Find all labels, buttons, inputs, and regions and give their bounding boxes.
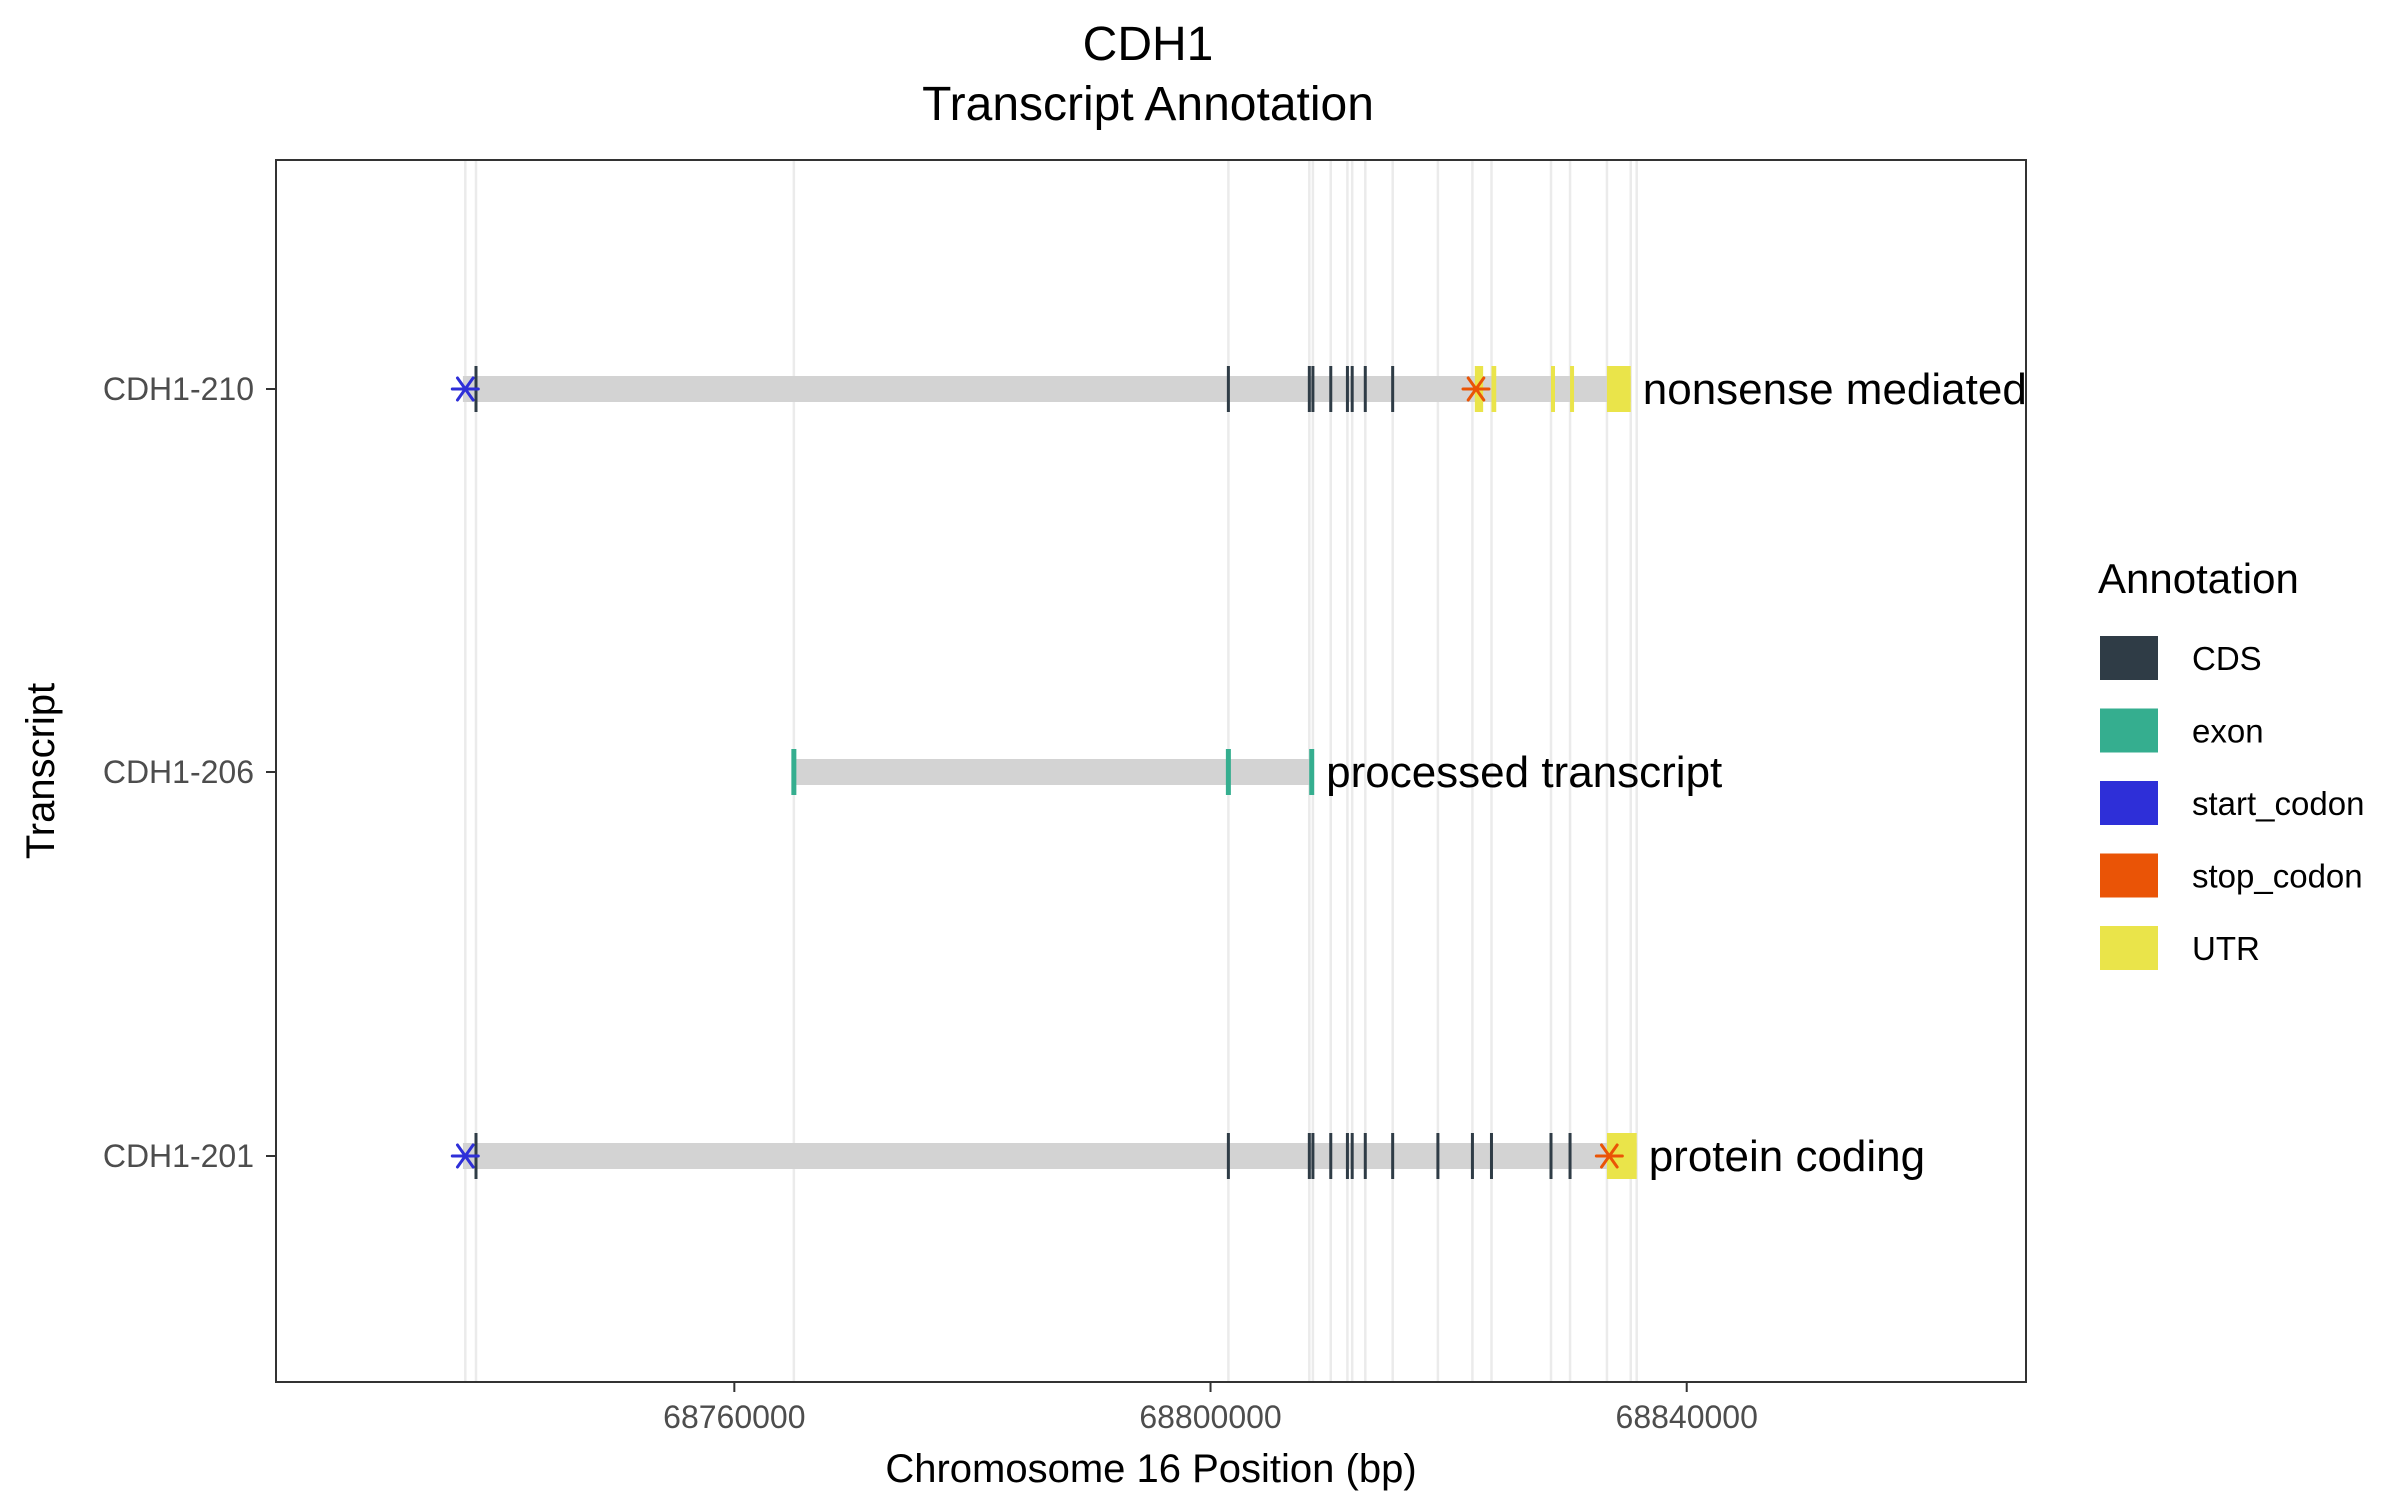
legend-key-utr [2100,926,2158,970]
stop-codon-marker-stroke [1466,376,1486,402]
cds-block [1226,366,1230,412]
exon-block [1225,749,1231,795]
x-tick-label: 68800000 [1139,1399,1281,1435]
chart-title-line1: CDH1 [1083,18,1214,71]
legend-key-start-codon [2100,781,2158,825]
cds-block [1470,1133,1474,1179]
legend: Annotation CDS exon start_codon stop_codon U… [2098,555,2364,970]
x-tick-label: 68760000 [663,1399,805,1435]
cds-block [1363,1133,1367,1179]
stop-codon-marker [1594,1143,1624,1169]
cds-block [1311,366,1315,412]
utr-block [1551,366,1555,412]
cds-block [1363,366,1367,412]
legend-title: Annotation [2098,555,2299,602]
cds-block [1311,1133,1315,1179]
start-codon-marker [450,376,480,402]
legend-key-stop-codon [2100,853,2158,898]
cds-block [1226,1133,1230,1179]
cds-block [1391,366,1395,412]
stop-codon-marker-stroke [1600,1143,1619,1169]
cds-block [1345,366,1349,412]
x-tick-label: 68840000 [1616,1399,1758,1435]
axes: 68760000 68800000 68840000 CDH1-210 CDH1-206… [103,371,1758,1435]
legend-label-start-codon: start_codon [2192,785,2364,822]
start-codon-marker [450,1143,480,1169]
y-tick-label: CDH1-206 [103,754,254,790]
cds-block [1568,1133,1572,1179]
transcript-cdh1-210: nonsense mediated [450,365,2027,414]
legend-label-stop-codon: stop_codon [2192,858,2363,895]
stop-codon-marker [1461,376,1491,402]
legend-label-cds: CDS [2192,640,2262,677]
cds-block [1329,366,1333,412]
cds-block [1307,366,1311,412]
start-codon-marker-stroke [455,1143,475,1169]
cds-block [1307,1133,1311,1179]
cds-block [1549,1133,1553,1179]
utr-block [1606,366,1631,412]
x-axis-title: Chromosome 16 Position (bp) [885,1447,1416,1491]
intron-bar [793,759,1315,785]
y-tick-label: CDH1-210 [103,371,254,407]
start-codon-marker-stroke [455,376,475,402]
data-layer: nonsense mediated processed transcript pro… [450,365,2027,1181]
y-tick-label: CDH1-201 [103,1138,254,1174]
y-axis-title: Transcript [19,683,63,859]
legend-label-utr: UTR [2192,930,2260,967]
exon-block [791,749,797,795]
cds-block [1489,1133,1493,1179]
legend-label-exon: exon [2192,713,2264,750]
chart-title-line2: Transcript Annotation [922,78,1374,131]
cds-block [1350,366,1354,412]
intron-bar [462,1143,1637,1169]
biotype-label: processed transcript [1326,748,1722,797]
cds-block [1436,1133,1440,1179]
biotype-label: protein coding [1649,1132,1925,1181]
legend-key-exon [2100,708,2158,753]
utr-block [1491,366,1497,412]
transcript-cdh1-206: processed transcript [791,748,1722,797]
cds-block [1350,1133,1354,1179]
cds-block [1391,1133,1395,1179]
cds-block [1329,1133,1333,1179]
legend-key-cds [2100,636,2158,680]
biotype-label: nonsense mediated [1643,365,2027,414]
exon-block [1309,749,1315,795]
utr-block [1570,366,1575,412]
intron-bar [462,376,1631,402]
transcript-cdh1-201: protein coding [450,1132,1925,1181]
cds-block [1345,1133,1349,1179]
